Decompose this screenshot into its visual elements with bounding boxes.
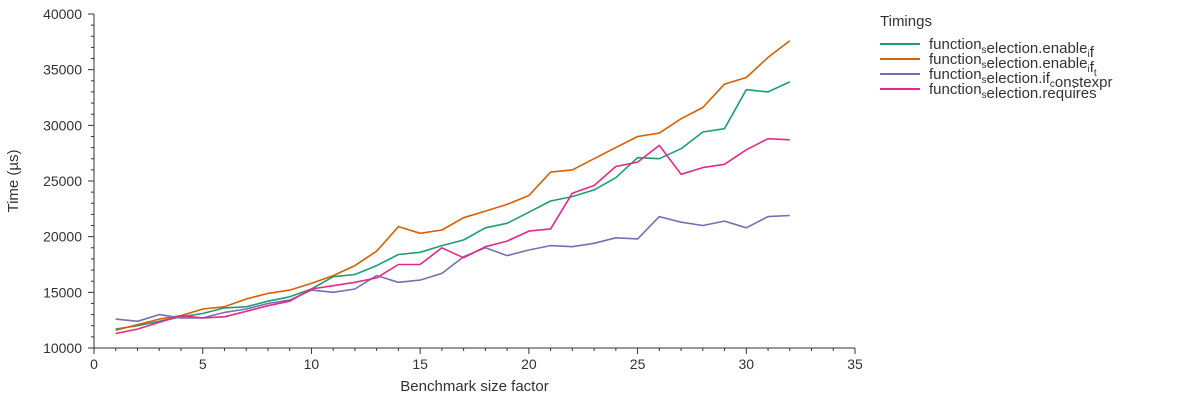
x-tick-label: 15 <box>412 356 428 372</box>
y-tick-label: 40000 <box>43 6 82 22</box>
legend-title: Timings <box>880 13 932 30</box>
x-tick-label: 5 <box>199 356 207 372</box>
series-lines <box>115 40 791 335</box>
x-tick-label: 35 <box>847 356 863 372</box>
x-tick-label: 0 <box>90 356 98 372</box>
y-tick-label: 25000 <box>43 173 82 189</box>
y-axis-title: Time (µs) <box>5 149 22 212</box>
series-line-0 <box>115 81 791 330</box>
y-tick-label: 15000 <box>43 284 82 300</box>
x-axis-title: Benchmark size factor <box>400 378 548 395</box>
series-line-3 <box>115 137 790 335</box>
legend-entry-2: functionselection.ifconstexpr <box>929 66 1112 91</box>
series-line-1 <box>115 40 791 331</box>
y-tick-label: 20000 <box>43 229 82 245</box>
y-tick-label: 10000 <box>43 340 82 356</box>
legend-entry-3: functionselection.requires <box>929 81 1097 102</box>
x-tick-label: 25 <box>630 356 646 372</box>
legend-entry-1: functionselection.enableift <box>929 51 1097 79</box>
x-tick-label: 30 <box>738 356 754 372</box>
legend-entry-0: functionselection.enableif <box>929 36 1095 61</box>
legend: Timings functionselection.enableiffuncti… <box>880 13 1112 102</box>
x-tick-label: 10 <box>304 356 320 372</box>
axes: 0 5 10 15 20 25 30 35 10000 15000 20000 25000 30000 3… <box>43 6 863 372</box>
y-tick-label: 35000 <box>43 62 82 78</box>
x-tick-label: 20 <box>521 356 537 372</box>
y-tick-label: 30000 <box>43 117 82 133</box>
series-line-2 <box>115 214 790 323</box>
